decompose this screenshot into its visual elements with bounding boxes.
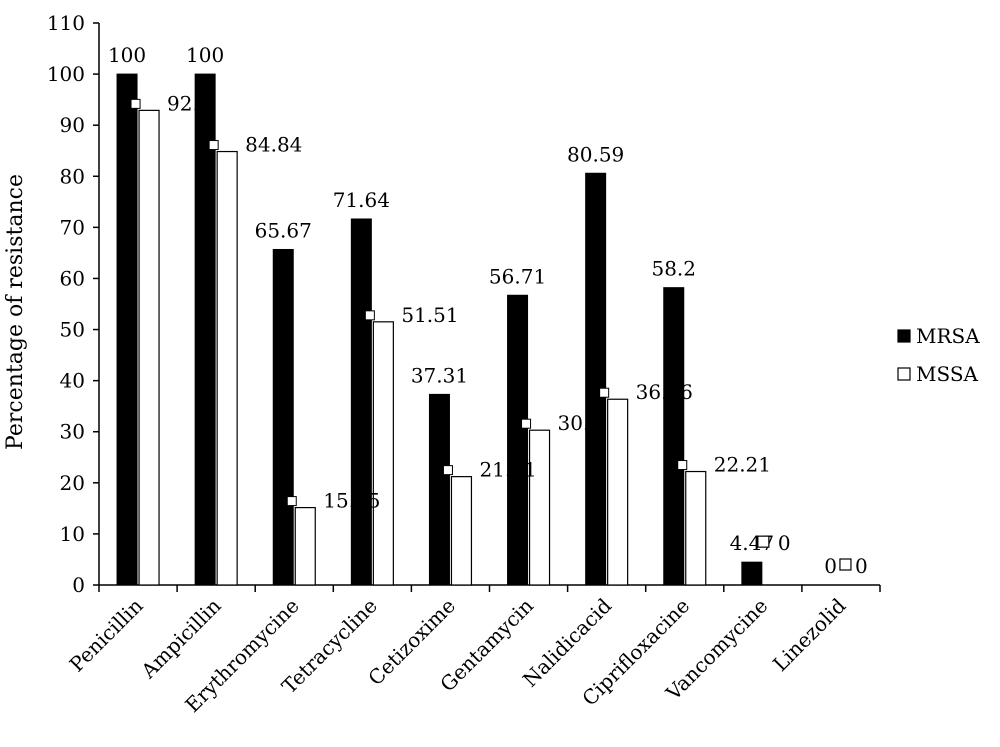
y-tick-label: 70 — [60, 215, 85, 239]
legend-label-mssa: MSSA — [916, 362, 979, 386]
data-label-mrsa: 71.64 — [333, 188, 390, 212]
y-tick-label: 10 — [60, 522, 85, 546]
category-label: Penicillin — [65, 593, 148, 676]
legend: MRSA MSSA — [897, 324, 980, 386]
data-label-mssa: 0 — [855, 554, 868, 578]
y-axis-label: Percentage of resistance — [3, 174, 28, 450]
data-label-mrsa: 37.31 — [411, 363, 468, 387]
label-marker — [364, 310, 375, 321]
data-label-mrsa: 80.59 — [567, 142, 624, 166]
bar-mrsa — [350, 218, 372, 586]
bar-mssa — [372, 321, 394, 586]
bar-mrsa — [194, 73, 216, 586]
bar-mrsa — [741, 561, 763, 586]
bar-mrsa — [428, 393, 450, 586]
bar-mssa — [528, 429, 551, 586]
y-tick-label: 110 — [47, 11, 85, 35]
label-marker — [286, 496, 297, 507]
bar-mssa — [138, 109, 160, 586]
data-label-mssa: 92.9 — [167, 91, 212, 115]
data-label-mrsa: 58.2 — [651, 257, 696, 281]
label-marker — [677, 460, 688, 471]
data-label-mrsa: 0 — [824, 554, 837, 578]
y-tick-label: 0 — [72, 573, 85, 597]
category-labels: PenicillinAmpicillinErythromycineTetracy… — [65, 593, 851, 717]
bar-mrsa — [507, 294, 529, 586]
data-label-mssa: 21.21 — [479, 458, 536, 482]
y-tick-label: 40 — [60, 369, 85, 393]
y-tick-label: 80 — [60, 164, 85, 188]
legend-label-mrsa: MRSA — [916, 324, 980, 348]
bars — [116, 73, 763, 586]
label-marker — [442, 465, 453, 476]
y-tick-label: 100 — [47, 62, 85, 86]
label-marker — [521, 418, 532, 429]
y-tick-label: 20 — [60, 471, 85, 495]
label-marker — [757, 535, 770, 548]
bar-mrsa — [663, 287, 685, 586]
data-label-mssa: 0 — [778, 531, 791, 555]
bar-mrsa — [116, 73, 138, 586]
data-label-mssa: 30.3 — [558, 411, 603, 435]
data-label-mssa: 84.84 — [245, 133, 302, 157]
data-label-mrsa: 65.67 — [255, 218, 312, 242]
y-tick-label: 90 — [60, 113, 85, 137]
y-tick-label: 50 — [60, 318, 85, 342]
label-marker — [130, 98, 141, 109]
data-label-mrsa: 100 — [186, 43, 224, 67]
y-tick-label: 60 — [60, 266, 85, 290]
label-marker — [599, 387, 610, 398]
data-label-mrsa: 100 — [108, 43, 146, 67]
bar-mrsa — [585, 172, 607, 586]
label-marker — [208, 140, 219, 151]
axes: 0 10 20 30 40 50 60 70 80 90 100 110 — [47, 11, 881, 597]
data-label-mssa: 22.21 — [714, 453, 771, 477]
data-labels: 100 92.9 100 84.84 65.67 15.15 71.64 51.51 37.31… — [108, 43, 868, 578]
data-label-mssa: 51.51 — [401, 303, 458, 327]
bar-mssa — [685, 470, 707, 586]
category-label: Linezolid — [768, 593, 851, 676]
bar-mssa — [450, 476, 473, 586]
bar-mssa — [216, 150, 238, 586]
legend-swatch-mrsa — [897, 329, 911, 343]
data-label-mssa: 15.15 — [323, 489, 380, 513]
label-marker — [839, 558, 852, 571]
data-label-mrsa: 56.71 — [489, 264, 546, 288]
bar-mssa — [294, 506, 316, 586]
y-tick-label: 30 — [60, 420, 85, 444]
legend-swatch-mssa — [897, 367, 911, 381]
bar-mrsa — [272, 248, 294, 586]
data-label-mssa: 36.36 — [636, 380, 693, 404]
bar-mssa — [607, 398, 629, 586]
